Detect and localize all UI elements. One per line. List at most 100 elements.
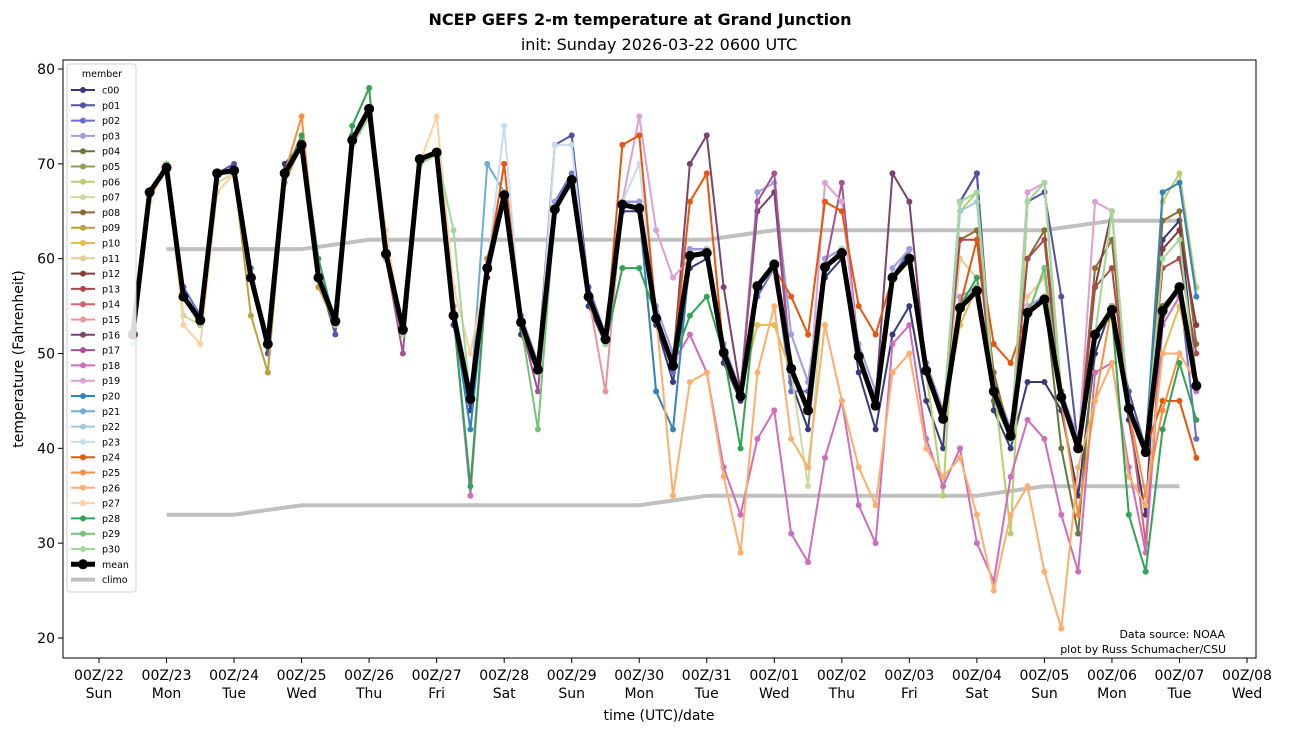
data-point-mean [1005,431,1016,442]
data-point-p28 [349,122,356,129]
data-point-p19 [636,113,643,120]
data-point-p02 [1193,435,1200,442]
data-point-p26 [720,473,727,480]
data-point-mean [161,162,172,173]
legend-marker [80,194,86,201]
data-point-p17 [534,388,541,395]
x-tick-label: 00Z/04 [952,668,1002,684]
legend-label: p05 [102,162,120,173]
mean-layer [127,103,1202,458]
legend-label: p08 [102,208,120,219]
legend-item-p30: p30 [71,545,120,556]
data-point-p13 [1193,350,1200,357]
data-point-p30 [450,227,457,234]
data-point-p16 [703,132,710,139]
data-point-mean [195,315,206,326]
legend-marker [80,377,86,384]
data-point-p25 [298,113,305,120]
legend-label: p30 [102,545,120,556]
data-point-p03 [686,246,693,253]
data-point-mean [313,272,324,283]
data-point-p18 [1024,416,1031,423]
legend-label: mean [102,560,129,571]
x-tick-label: 00Z/01 [749,668,799,684]
data-point-mean [904,253,915,264]
data-point-p12 [1176,227,1183,234]
data-point-p18 [821,454,828,461]
data-point-p20 [1176,179,1183,186]
data-point-p06 [940,492,947,499]
data-point-p29 [534,426,541,433]
y-tick-label: 50 [37,347,55,363]
legend-label: p07 [102,193,120,204]
data-point-p01 [1058,293,1065,300]
legend-marker [80,117,86,124]
y-tick-label: 70 [37,157,55,173]
data-point-p09 [264,369,271,376]
data-point-p30 [1159,255,1166,262]
data-point-p06 [1007,530,1014,537]
data-point-mean [752,281,763,292]
data-point-mean [330,316,341,327]
data-point-mean [347,135,358,146]
legend-item-p04: p04 [71,147,120,158]
data-point-p26 [1125,473,1132,480]
y-axis-label: temperature (Fahrenheit) [11,270,27,447]
climo-low-line [166,484,1180,517]
legend-label: p23 [102,437,120,448]
data-point-p13 [1041,236,1048,243]
x-tick-label: 00Z/27 [412,668,462,684]
x-tick-day: Thu [355,686,382,702]
data-point-p18 [1058,511,1065,518]
data-point-p26 [1176,350,1183,357]
data-point-mean [870,400,881,411]
legend-item-p12: p12 [71,269,120,280]
data-point-c00 [1024,378,1031,385]
legend-marker [80,209,86,216]
legend-item-p28: p28 [71,514,120,525]
data-point-p28 [1142,568,1149,575]
data-point-p24 [821,198,828,205]
data-point-mean [178,291,189,302]
data-point-p26 [1142,502,1149,509]
data-point-p24 [805,331,812,338]
credit-source: Data source: NOAA [1119,628,1225,641]
data-point-mean [971,285,982,296]
data-point-p13 [1024,255,1031,262]
data-point-mean [718,347,729,358]
data-point-c00 [805,426,812,433]
data-point-p24 [1176,397,1183,404]
data-point-p26 [771,303,778,310]
legend-marker [80,178,86,185]
legend-item-p03: p03 [71,131,120,142]
data-point-p06 [1176,170,1183,177]
legend-marker [80,240,86,246]
data-point-mean [212,168,223,179]
series-p06 [129,113,1200,537]
data-point-mean [668,360,678,371]
data-point-mean [600,334,611,345]
legend-marker [80,224,86,231]
data-point-p26 [1159,350,1166,357]
data-point-p17 [838,179,845,186]
data-point-p08 [1176,208,1183,215]
data-point-p13 [1108,265,1115,272]
legend-item-p22: p22 [71,422,120,433]
data-point-p28 [737,445,744,452]
legend-label: p21 [102,407,120,418]
legend-marker [80,500,86,507]
legend-marker [80,87,86,93]
x-tick-day: Sun [86,686,113,702]
data-point-p19 [1024,189,1031,196]
data-point-p17 [754,198,761,205]
data-point-p02 [568,170,575,177]
data-point-p23 [636,160,643,167]
data-point-p18 [737,511,744,518]
data-point-mean [1106,304,1117,315]
legend-marker [80,255,86,262]
data-point-p03 [754,189,761,196]
legend-marker [80,316,86,323]
legend-marker [80,530,86,537]
data-point-mean [1174,282,1185,293]
data-point-p04 [1058,445,1065,452]
